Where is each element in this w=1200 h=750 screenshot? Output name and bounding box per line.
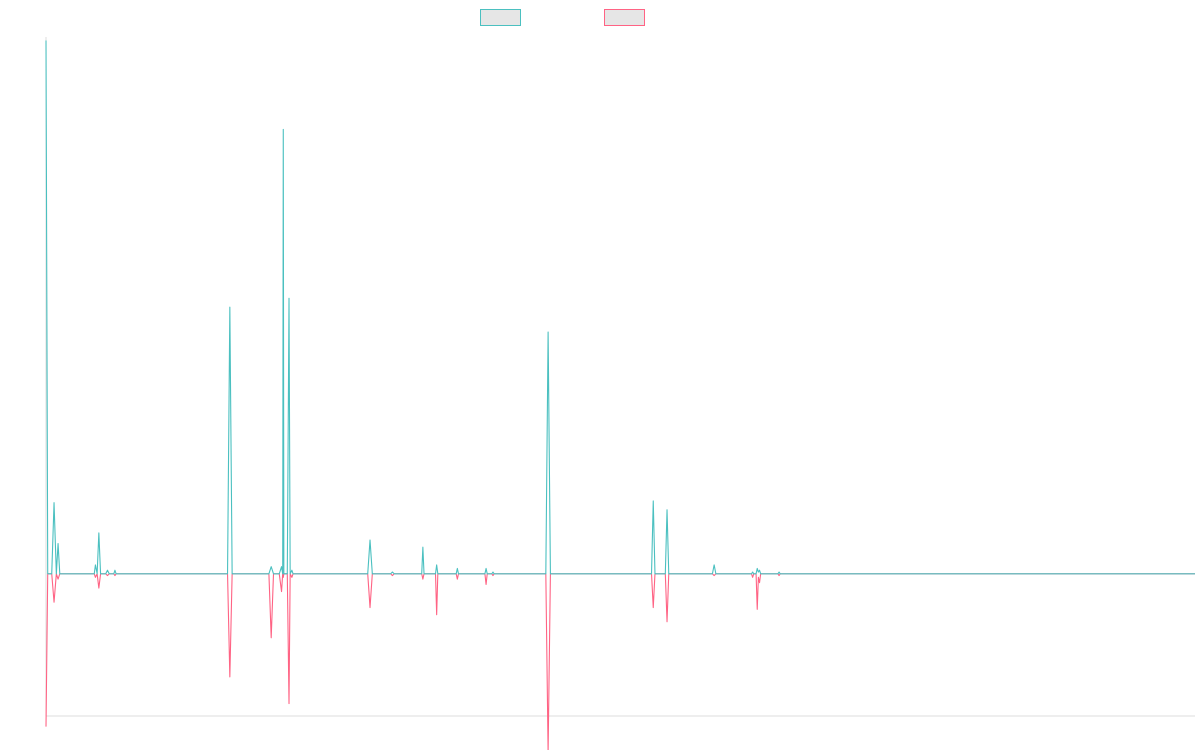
series-line-2 bbox=[45, 573, 1195, 750]
legend-swatch-2[interactable] bbox=[604, 9, 645, 26]
legend bbox=[480, 9, 645, 26]
series-line-1 bbox=[45, 40, 1195, 575]
axes bbox=[45, 37, 1195, 717]
series-lines bbox=[45, 40, 1195, 750]
legend-swatch-1[interactable] bbox=[480, 9, 521, 26]
